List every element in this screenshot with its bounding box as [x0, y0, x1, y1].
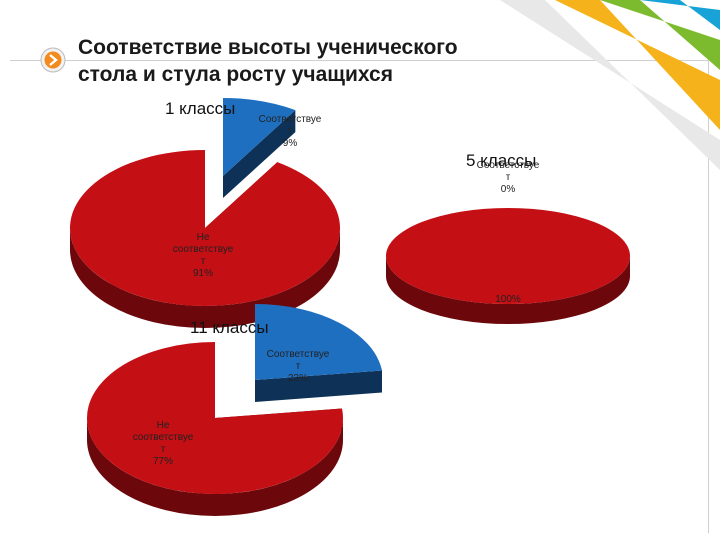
data-label-line: т [506, 172, 511, 183]
slide-frame [10, 60, 709, 533]
slice-top [386, 208, 630, 304]
chart-title: 1 классы [165, 99, 235, 118]
slice-side [386, 256, 630, 324]
data-label-line: 91% [193, 268, 213, 279]
slice-cut-face [255, 370, 382, 402]
data-label-line: 23% [288, 373, 308, 384]
decorative-stripes [500, 0, 720, 170]
data-label-line: т [161, 444, 166, 455]
data-label-line: Соответствуе [259, 114, 322, 125]
data-label: Соответствуе т 9% [259, 114, 322, 149]
chart-title: 5 классы [466, 151, 536, 170]
data-label-line: Не [157, 420, 170, 431]
slice-complies [255, 304, 382, 402]
data-label-line: соответствуе [133, 432, 194, 443]
data-label: 100% [495, 294, 521, 305]
page-title: Соответствие высоты ученического стола и… [78, 34, 538, 88]
slice-top [87, 342, 344, 495]
slice-not-complies [386, 208, 630, 324]
data-label: Не соответствуе т 77% [133, 420, 194, 467]
slice-not-complies [87, 342, 344, 516]
data-label-line: 9% [283, 138, 298, 149]
slice-top [223, 98, 296, 176]
slice-complies [223, 98, 296, 198]
data-label-line: 100% [495, 294, 521, 305]
title-line-2: стола и стула росту учащихся [78, 63, 393, 86]
data-label-line: Соответствуе [477, 160, 540, 171]
slice-not-complies [69, 150, 340, 328]
data-label: Соответствуе т 0% [477, 160, 540, 195]
data-label-line: соответствуе [173, 244, 234, 255]
data-label-line: т [201, 256, 206, 267]
data-label: Не соответствуе т 91% [173, 232, 234, 279]
arrow-bullet-icon [40, 47, 66, 73]
data-label-line: т [296, 361, 301, 372]
slice-top [255, 304, 382, 380]
chart-title: 11 классы [190, 318, 269, 337]
data-label-line: 77% [153, 456, 173, 467]
slice-side [70, 228, 340, 328]
data-label-line: т [288, 126, 293, 137]
slice-side [87, 418, 343, 516]
data-label-line: Соответствуе [267, 349, 330, 360]
title-line-1: Соответствие высоты ученического [78, 36, 458, 59]
data-label: Соответствуе т 23% [267, 349, 330, 384]
slice-cut-face [223, 110, 296, 198]
data-label-line: Не [197, 232, 210, 243]
slice-top [69, 150, 340, 307]
data-label-line: 0% [501, 184, 516, 195]
